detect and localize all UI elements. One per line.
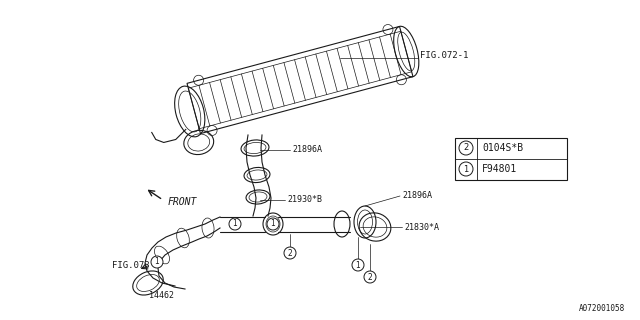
Text: FIG.072-1: FIG.072-1 bbox=[420, 51, 468, 60]
Text: 0104S*B: 0104S*B bbox=[482, 143, 523, 153]
Text: 2: 2 bbox=[367, 273, 372, 282]
Circle shape bbox=[352, 259, 364, 271]
Text: 2: 2 bbox=[287, 249, 292, 258]
Text: 1: 1 bbox=[463, 164, 468, 173]
Bar bbox=[455, 138, 567, 180]
Text: 21830*A: 21830*A bbox=[404, 222, 439, 231]
Circle shape bbox=[459, 141, 473, 155]
Text: 1: 1 bbox=[356, 260, 360, 269]
Circle shape bbox=[229, 218, 241, 230]
Text: 21896A: 21896A bbox=[402, 190, 432, 199]
Text: 1: 1 bbox=[232, 220, 237, 228]
Circle shape bbox=[267, 218, 279, 230]
Circle shape bbox=[459, 162, 473, 176]
Text: A072001058: A072001058 bbox=[579, 304, 625, 313]
Text: FIG.073: FIG.073 bbox=[112, 260, 150, 269]
Text: 1: 1 bbox=[271, 220, 275, 228]
Text: 2: 2 bbox=[463, 143, 468, 153]
Text: 21930*B: 21930*B bbox=[287, 196, 322, 204]
Text: 21896A: 21896A bbox=[292, 146, 322, 155]
Circle shape bbox=[151, 256, 163, 268]
Text: F94801: F94801 bbox=[482, 164, 517, 174]
Text: FRONT: FRONT bbox=[168, 197, 197, 207]
Text: 14462: 14462 bbox=[150, 291, 175, 300]
Circle shape bbox=[284, 247, 296, 259]
Circle shape bbox=[364, 271, 376, 283]
Text: 1: 1 bbox=[155, 258, 159, 267]
